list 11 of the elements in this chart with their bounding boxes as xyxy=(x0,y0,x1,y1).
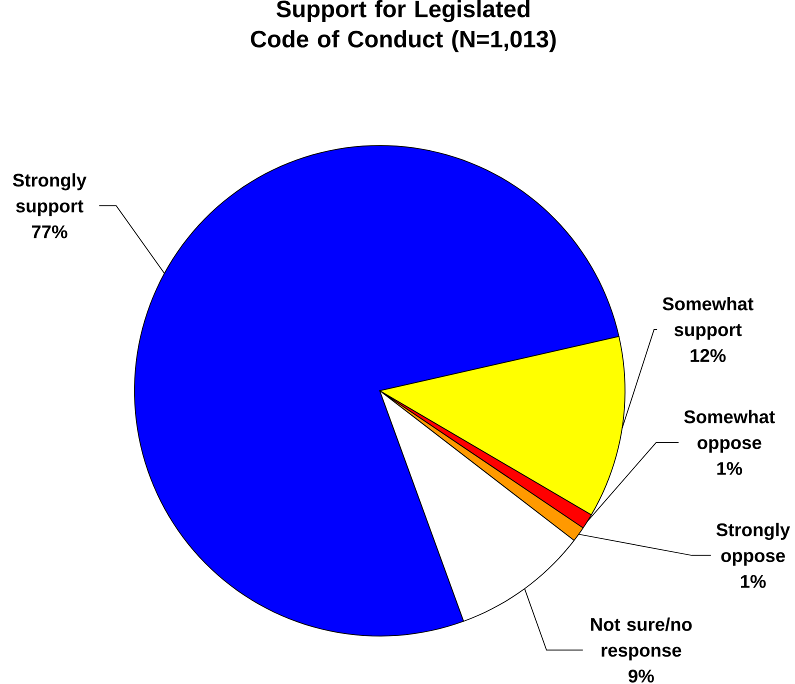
slice-label: Strongly oppose xyxy=(716,523,790,566)
data-label: 77% xyxy=(32,226,68,238)
slice-label: Somewhat oppose xyxy=(684,410,775,453)
data-label: 12% xyxy=(690,349,726,362)
slice-label: Somewhat support xyxy=(662,297,754,340)
chart-title: Support for Legislated Code of Conduct (N=1,013) xyxy=(250,0,556,52)
slice-label: Strongly support xyxy=(12,173,86,216)
data-label: 1% xyxy=(740,575,766,588)
data-label: 9% xyxy=(628,670,654,683)
data-label: 1% xyxy=(717,462,742,476)
slice-label: Not sure/no response xyxy=(591,618,692,661)
